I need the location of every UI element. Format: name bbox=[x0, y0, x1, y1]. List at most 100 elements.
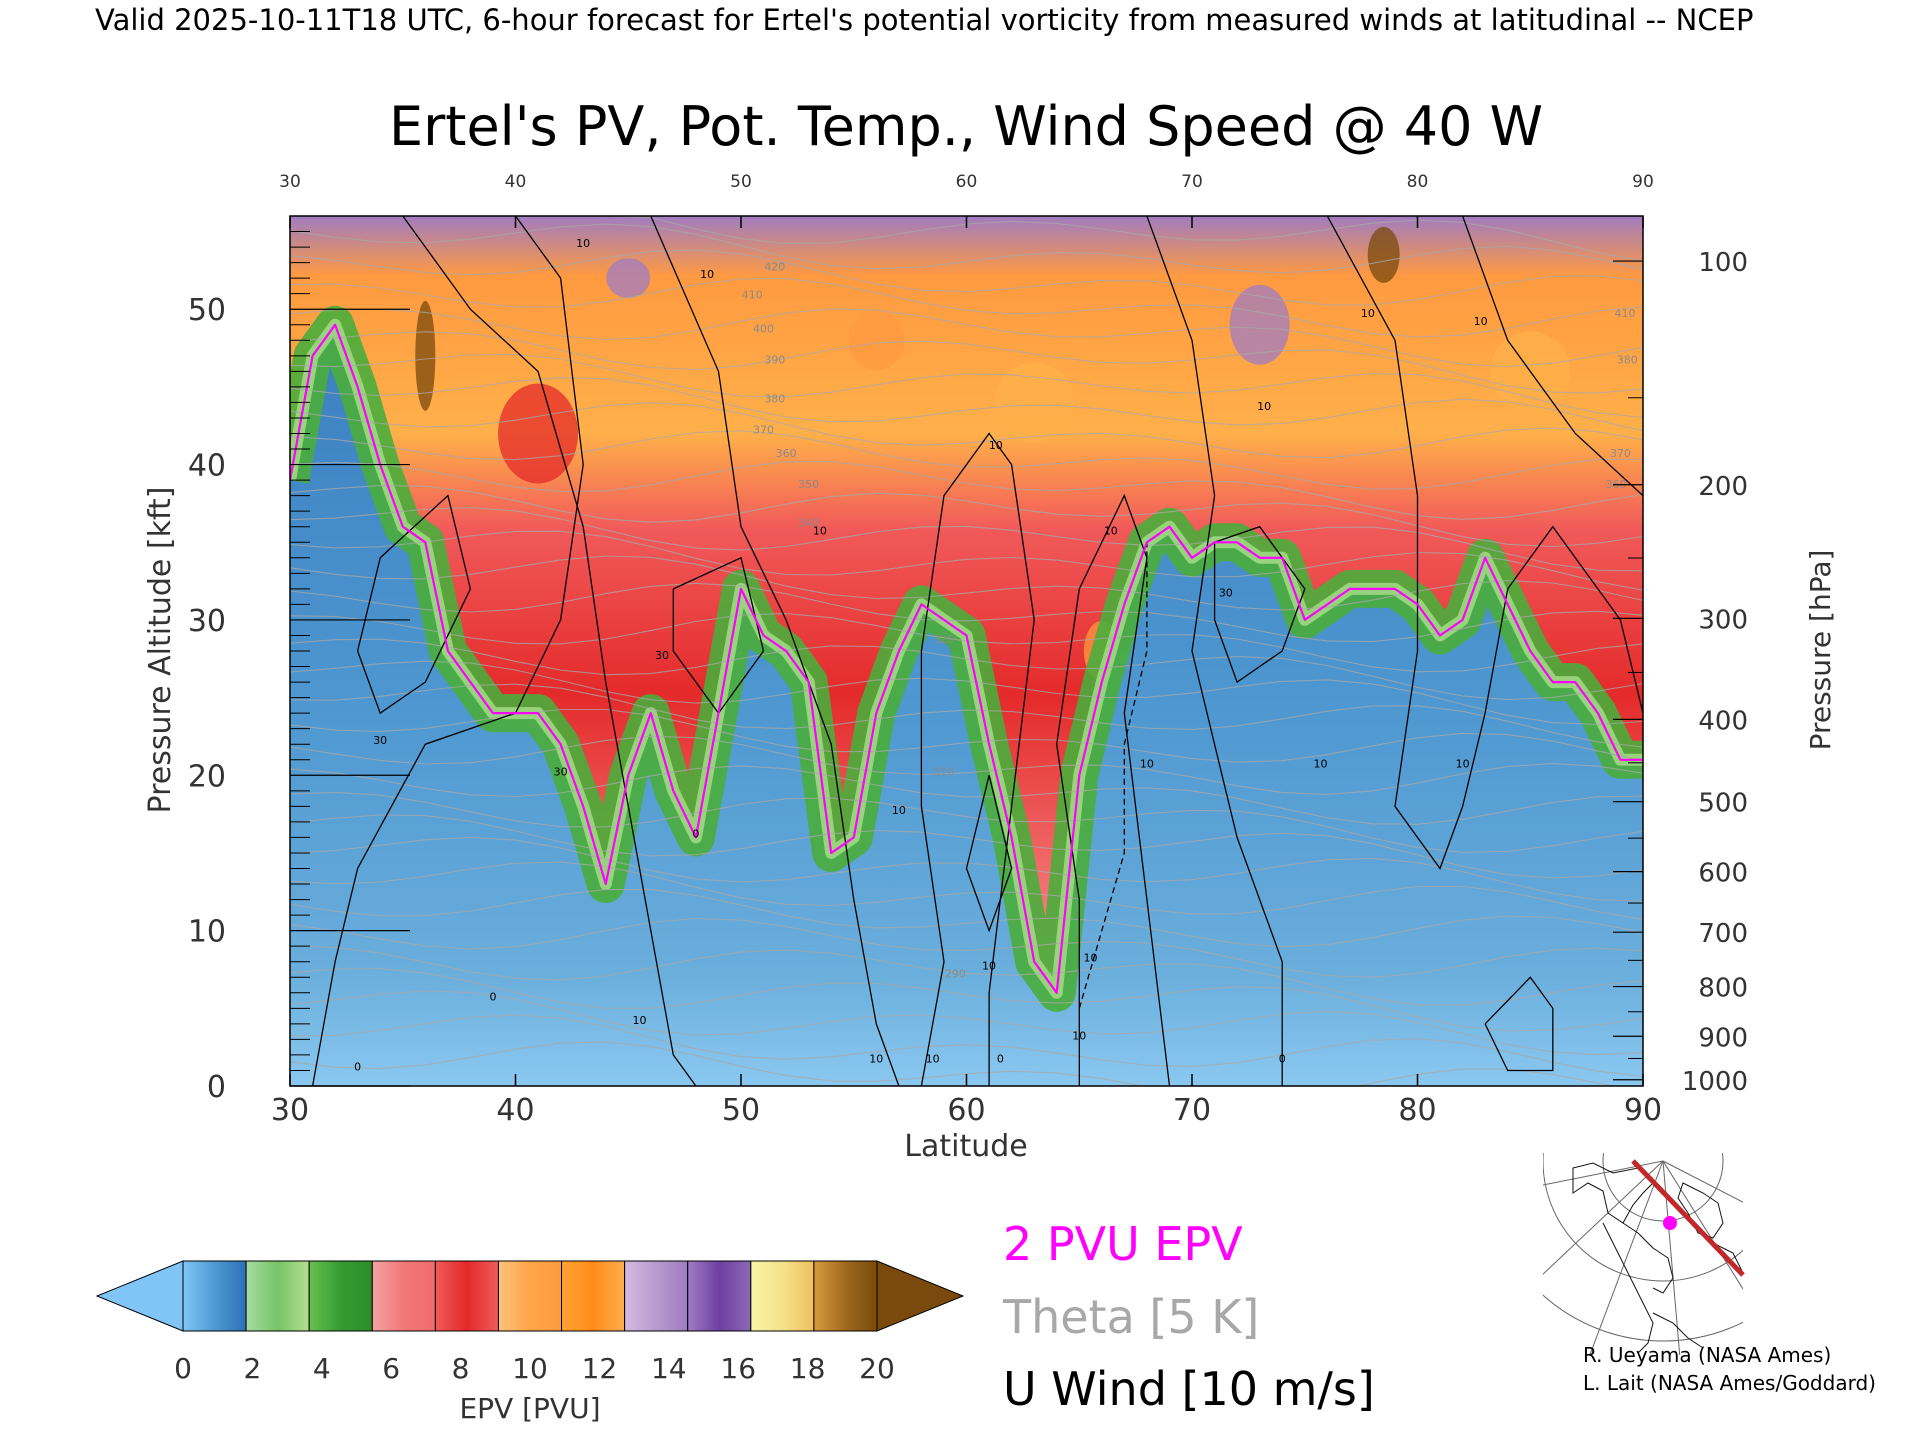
wind-label: 10 bbox=[989, 439, 1003, 452]
colorbar-tick-label: 0 bbox=[174, 1352, 192, 1385]
wind-contours bbox=[311, 216, 1643, 1086]
wind-label: 10 bbox=[926, 1053, 940, 1066]
y-axis-label: Pressure Altitude [kft] bbox=[143, 487, 178, 814]
colorbar-tick-label: 10 bbox=[512, 1352, 548, 1385]
wind-label: 10 bbox=[1140, 758, 1154, 771]
theta-contour bbox=[290, 430, 1643, 490]
colorbar-segment bbox=[497, 1260, 563, 1332]
colorbar-tick-label: 14 bbox=[651, 1352, 687, 1385]
colorbar-tick-label: 6 bbox=[382, 1352, 400, 1385]
x-axis-label: Latitude bbox=[904, 1129, 1027, 1164]
pv-highlight bbox=[415, 300, 436, 411]
wind-contour bbox=[920, 432, 1035, 1086]
theta-contour bbox=[290, 791, 1643, 853]
wind-label: 10 bbox=[1084, 952, 1098, 965]
wind-label: 10 bbox=[982, 959, 996, 972]
wind-contour bbox=[1146, 216, 1283, 1086]
y-tick-label: 20 bbox=[188, 759, 226, 794]
theta-contour bbox=[290, 308, 1643, 368]
theta-contour bbox=[290, 223, 1643, 274]
top-tick-label: 90 bbox=[1632, 172, 1654, 192]
colorbar-segment bbox=[561, 1260, 626, 1332]
wind-contour bbox=[402, 216, 697, 1086]
theta-contour bbox=[290, 660, 1643, 726]
x-tick-label: 30 bbox=[271, 1093, 309, 1128]
colorbar-segment bbox=[813, 1260, 878, 1332]
pv-highlight bbox=[606, 258, 651, 299]
y-tick-label: 0 bbox=[207, 1070, 226, 1105]
wind-label: 10 bbox=[1314, 758, 1328, 771]
theta-label: 370 bbox=[1610, 447, 1631, 460]
theta-contour bbox=[290, 990, 1643, 1056]
top-tick-label: 30 bbox=[279, 172, 301, 192]
pv-highlight bbox=[1229, 284, 1290, 365]
plot-area: 4204104003903803703603503403203102903803… bbox=[290, 216, 1643, 1086]
theta-label: 310 bbox=[933, 765, 954, 778]
y-tick-label: 10 bbox=[188, 915, 226, 950]
theta-label: 400 bbox=[753, 323, 774, 336]
colorbar-tick-label: 4 bbox=[313, 1352, 331, 1385]
wind-labels: 10 10 10 10 10 10 10 10 30 30 30 30 10 10 10 10 10 10 0 0 10… bbox=[354, 237, 1487, 1073]
theta-label: 370 bbox=[753, 424, 774, 437]
wind-label: 10 bbox=[1474, 315, 1488, 328]
pv-highlight bbox=[498, 383, 579, 484]
wind-label: 10 bbox=[1257, 400, 1271, 413]
header-text: Valid 2025-10-11T18 UTC, 6-hour forecast… bbox=[95, 3, 1753, 37]
wind-contour bbox=[1326, 216, 1643, 870]
theta-label: 340 bbox=[798, 517, 819, 530]
colorbar-segment bbox=[182, 1260, 247, 1332]
theta-contour bbox=[290, 1014, 1643, 1077]
y-tick-label: 40 bbox=[188, 449, 226, 484]
pv-highlight bbox=[994, 362, 1075, 443]
y-axis-right-label: Pressure [hPa] bbox=[1804, 550, 1837, 751]
pressure-tick-label: 800 bbox=[1698, 974, 1748, 1004]
wind-label: 10 bbox=[633, 1014, 647, 1027]
wind-contour bbox=[1484, 976, 1554, 1072]
legend-theta: Theta [5 K] bbox=[1002, 1290, 1259, 1344]
wind-contour bbox=[1213, 525, 1306, 684]
pressure-tick-label: 700 bbox=[1698, 919, 1748, 949]
credit-line-2: L. Lait (NASA Ames/Goddard) bbox=[1583, 1371, 1876, 1395]
wind-label: 30 bbox=[373, 734, 387, 747]
colorbar-tick-label: 16 bbox=[720, 1352, 756, 1385]
colorbar-segment bbox=[624, 1260, 689, 1332]
wind-label: 0 bbox=[354, 1060, 361, 1073]
colorbar-segment bbox=[434, 1260, 499, 1332]
theta-label: 290 bbox=[945, 967, 966, 980]
colorbar-label: EPV [PVU] bbox=[459, 1392, 600, 1425]
x-tick-label: 80 bbox=[1398, 1093, 1436, 1128]
theta-contour bbox=[290, 765, 1643, 825]
theta-contour bbox=[290, 683, 1643, 748]
colorbar-over-arrow bbox=[876, 1260, 965, 1332]
colorbar-tick-label: 8 bbox=[452, 1352, 470, 1385]
y-tick-label: 30 bbox=[188, 604, 226, 639]
top-tick-label: 70 bbox=[1181, 172, 1203, 192]
pressure-tick-label: 400 bbox=[1698, 706, 1748, 736]
pressure-tick-label: 600 bbox=[1698, 859, 1748, 889]
pressure-tick-label: 200 bbox=[1698, 472, 1748, 502]
wind-label: 0 bbox=[692, 827, 699, 840]
colorbar-tick-label: 20 bbox=[859, 1352, 895, 1385]
x-tick-label: 90 bbox=[1624, 1093, 1662, 1128]
wind-label: 0 bbox=[489, 991, 496, 1004]
colorbar-segment bbox=[371, 1260, 436, 1332]
theta-label: 410 bbox=[742, 288, 763, 301]
polar-map-icon bbox=[1543, 1153, 1745, 1355]
pressure-tick-label: 100 bbox=[1698, 248, 1748, 278]
wind-label: 10 bbox=[1104, 524, 1118, 537]
top-tick-label: 40 bbox=[505, 172, 527, 192]
theta-contour bbox=[290, 377, 1643, 432]
top-tick-label: 60 bbox=[956, 172, 978, 192]
wind-label: 10 bbox=[892, 804, 906, 817]
theta-contour bbox=[290, 735, 1643, 795]
top-tick-label: 50 bbox=[730, 172, 752, 192]
x-tick-label: 60 bbox=[947, 1093, 985, 1128]
theta-contour bbox=[290, 278, 1643, 338]
colorbar-segment bbox=[245, 1260, 310, 1332]
theta-contour bbox=[290, 402, 1643, 459]
wind-label: 0 bbox=[997, 1053, 1004, 1066]
theta-contour bbox=[290, 249, 1643, 306]
theta-contour bbox=[290, 968, 1643, 1032]
